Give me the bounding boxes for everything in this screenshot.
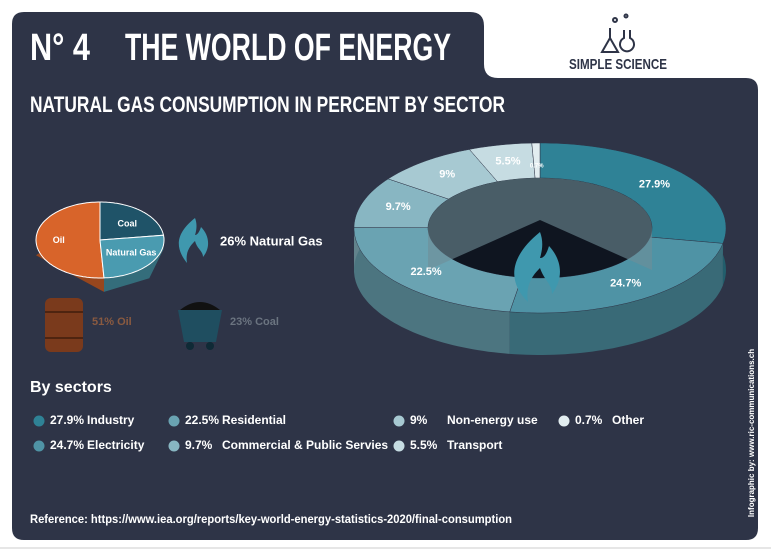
legend-value: 27.9% bbox=[50, 413, 84, 427]
reference: Reference: https://www.iea.org/reports/k… bbox=[30, 512, 512, 526]
legend-value: 9% bbox=[410, 413, 428, 427]
legend-swatch bbox=[393, 440, 405, 452]
slice-side bbox=[509, 243, 723, 355]
pie-chart: Oil Coal Natural Gas 51% Oil 23% Coal 26% Nat… bbox=[35, 201, 323, 328]
data-label: 5.5% bbox=[495, 155, 520, 167]
legend-swatch bbox=[33, 415, 45, 427]
flame-icon bbox=[178, 218, 209, 263]
flame-icon bbox=[514, 232, 560, 302]
legend-value: 0.7% bbox=[575, 413, 603, 427]
slice bbox=[99, 201, 165, 241]
slice-label: Oil bbox=[53, 235, 65, 245]
data-label: 22.5% bbox=[410, 266, 441, 278]
legend-value: 5.5% bbox=[410, 438, 438, 452]
slice bbox=[99, 234, 165, 279]
brand: SIMPLE SCIENCE bbox=[569, 56, 667, 73]
data-label: 9% bbox=[439, 169, 455, 181]
issue-number: N° 4 bbox=[30, 27, 90, 69]
legend-label: Industry bbox=[87, 413, 135, 427]
legend-label: Other bbox=[612, 413, 644, 427]
legend-value: 9.7% bbox=[185, 438, 213, 452]
legend-label: Electricity bbox=[87, 438, 145, 452]
data-label: 9.7% bbox=[386, 201, 411, 213]
brand-logo bbox=[600, 13, 635, 53]
chart-title: NATURAL GAS CONSUMPTION IN PERCENT BY SE… bbox=[30, 92, 505, 117]
slice bbox=[35, 201, 105, 279]
slice-label: Coal bbox=[118, 219, 138, 229]
legend-label: Non-energy use bbox=[447, 413, 538, 427]
data-label: 0.7% bbox=[530, 164, 544, 170]
barrel-icon bbox=[45, 298, 83, 352]
legend-swatch bbox=[168, 415, 180, 427]
legend-label: Transport bbox=[447, 438, 502, 452]
data-label: 27.9% bbox=[639, 178, 670, 190]
donut-chart: 27.9% 24.7% 22.5% 9.7% 9% 5.5% 0.7% bbox=[353, 142, 727, 355]
legend-swatch bbox=[168, 440, 180, 452]
legend-swatch bbox=[33, 440, 45, 452]
data-label: 24.7% bbox=[610, 278, 641, 290]
legend-title: By sectors bbox=[30, 379, 112, 396]
slice-label: Natural Gas bbox=[106, 248, 157, 258]
page-title: THE WORLD OF ENERGY bbox=[125, 27, 451, 69]
donut-inner-wall bbox=[428, 178, 652, 270]
value-label: 23% Coal bbox=[230, 316, 279, 328]
slice-side bbox=[354, 227, 510, 354]
value-label: 51% Oil bbox=[92, 316, 132, 328]
value-label: 26% Natural Gas bbox=[220, 233, 323, 248]
coal-cart-icon bbox=[178, 302, 222, 350]
legend-label: Residential bbox=[222, 413, 286, 427]
slice-side bbox=[104, 235, 164, 292]
legend-swatch bbox=[393, 415, 405, 427]
legend-value: 24.7% bbox=[50, 438, 84, 452]
credit: Infographic by: www.ric-communications.c… bbox=[747, 349, 756, 517]
legend-label: Commercial & Public Servies bbox=[222, 438, 388, 452]
legend-value: 22.5% bbox=[185, 413, 219, 427]
legend-swatch bbox=[558, 415, 570, 427]
